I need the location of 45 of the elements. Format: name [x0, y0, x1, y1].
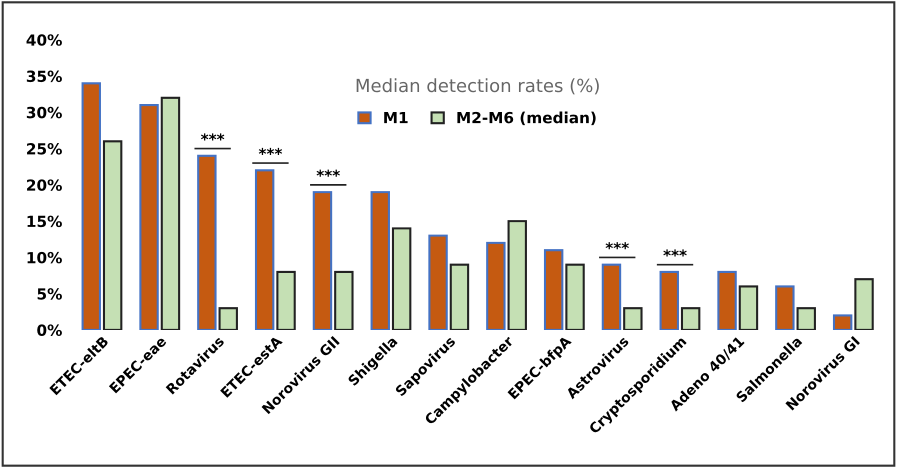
bar	[370, 191, 390, 330]
bar	[508, 220, 527, 330]
y-tick-label: 30%	[26, 106, 62, 118]
bar	[602, 264, 622, 330]
annotation: ***	[316, 170, 340, 177]
bar	[738, 285, 758, 330]
bar	[565, 264, 585, 330]
bar	[82, 82, 101, 330]
bar	[254, 169, 274, 330]
annotation: ***	[606, 242, 629, 250]
bar	[392, 227, 412, 330]
bar	[276, 270, 296, 330]
bar	[796, 307, 816, 330]
bar	[160, 96, 180, 330]
bar	[544, 249, 564, 330]
y-tick-label: 5%	[38, 288, 62, 300]
legend-label: M2-M6 (median)	[457, 112, 596, 126]
bar	[717, 270, 737, 330]
bar	[680, 307, 700, 330]
bar	[139, 104, 159, 330]
text: Median detection rates (%)	[356, 78, 599, 94]
bar	[218, 307, 238, 330]
bar	[428, 234, 448, 330]
bar	[775, 285, 795, 330]
bar	[450, 264, 470, 330]
annotation: ***	[200, 133, 224, 140]
bar	[623, 307, 643, 330]
bar	[832, 314, 852, 330]
annotation: ***	[663, 249, 687, 257]
bar	[334, 270, 354, 330]
y-tick-label: 40%	[26, 34, 62, 46]
y-tick-label: 35%	[26, 70, 62, 82]
y-tick-label: 20%	[27, 179, 62, 191]
bar	[660, 270, 679, 330]
bar	[854, 278, 874, 330]
y-tick-label: 0%	[37, 324, 62, 336]
bar	[486, 242, 506, 330]
bar	[312, 191, 332, 330]
bar	[197, 154, 217, 330]
annotation: ***	[258, 148, 282, 155]
y-tick-label: 15%	[28, 216, 62, 228]
y-tick-label: 10%	[28, 252, 62, 264]
y-tick-label: 25%	[27, 143, 62, 155]
legend-label: M1	[384, 112, 408, 124]
bar	[102, 140, 122, 330]
